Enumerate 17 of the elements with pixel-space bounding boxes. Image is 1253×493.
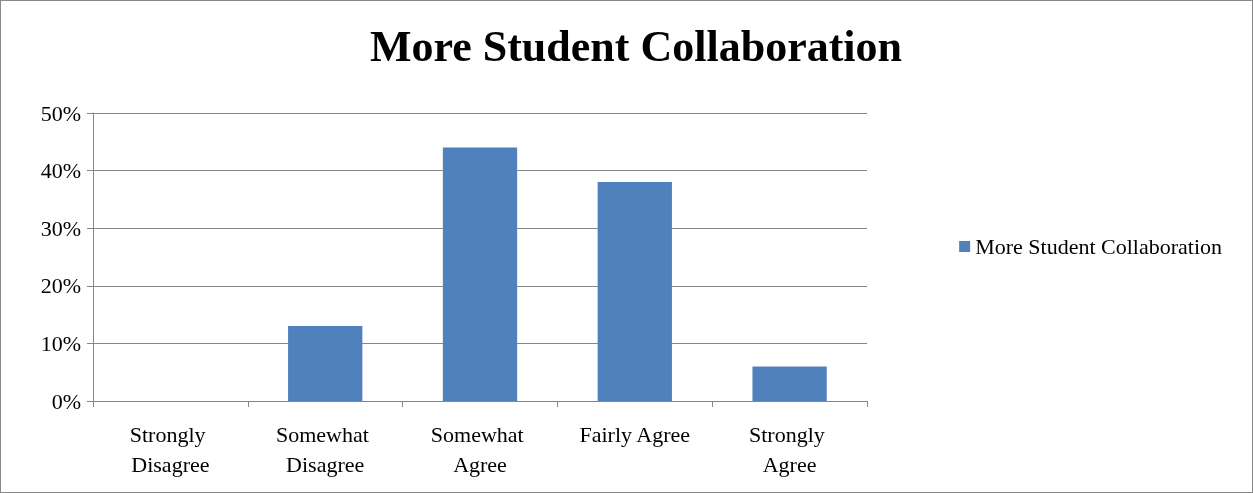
y-tick-label: 30%: [40, 215, 81, 241]
bar: [288, 326, 363, 401]
x-tick-label: Fairly Agree: [579, 421, 691, 447]
x-tick-label: Somewhat Disagree: [276, 421, 375, 477]
y-tick-label: 20%: [40, 273, 81, 299]
bar: [752, 366, 827, 401]
y-tick-label: 10%: [40, 330, 81, 356]
x-tick-label: Somewhat Agree: [430, 421, 530, 477]
y-tick-label: 50%: [40, 100, 81, 126]
y-tick-label: 0%: [51, 388, 81, 414]
bar: [597, 182, 672, 401]
x-tick-label: Strongly Disagree: [129, 421, 212, 477]
legend-label: More Student Collaboration: [975, 234, 1222, 259]
chart-title: More Student Collaboration: [369, 21, 903, 71]
y-tick-label: 40%: [40, 158, 81, 184]
bar: [442, 147, 518, 401]
x-tick-label: Strongly Agree: [748, 421, 831, 477]
